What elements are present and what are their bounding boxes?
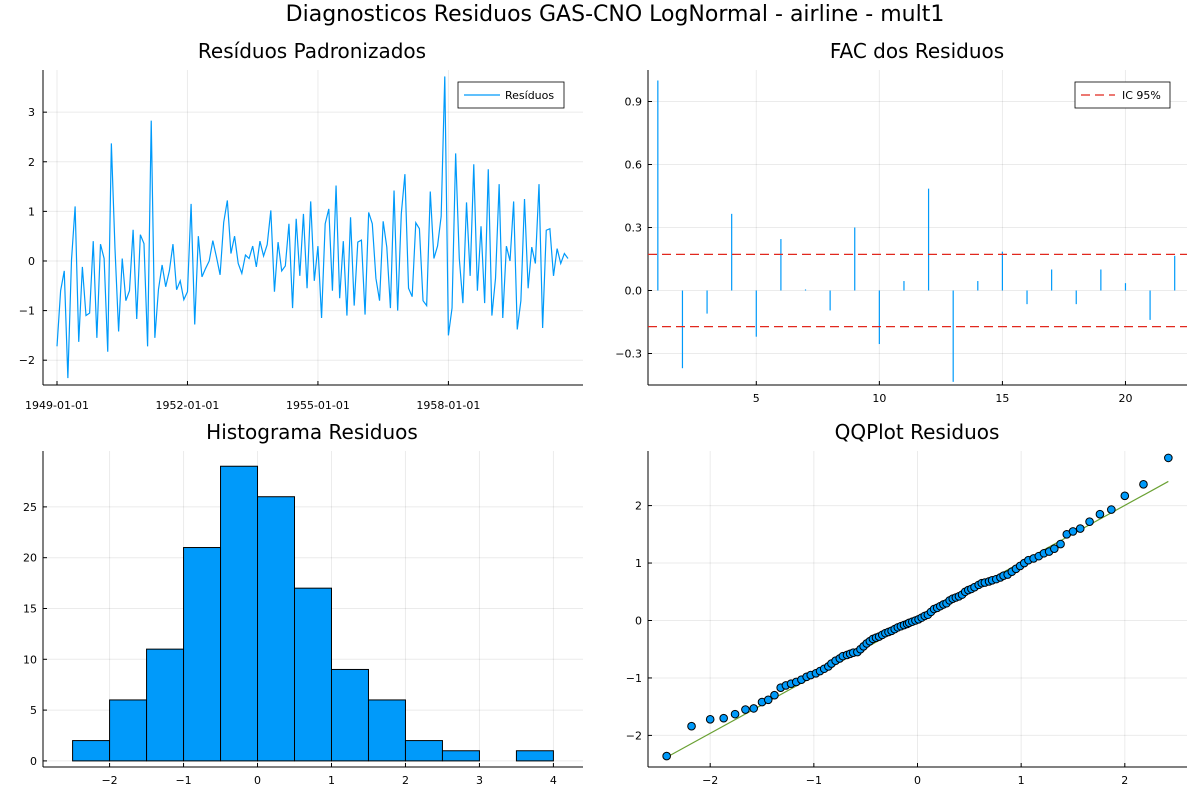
panel1-title: Resíduos Padronizados bbox=[198, 39, 426, 63]
x-tick-label: 1958-01-01 bbox=[416, 399, 480, 412]
x-tick-label: 2 bbox=[402, 774, 409, 787]
qq-point bbox=[1075, 524, 1085, 533]
x-gridlines bbox=[56, 70, 449, 385]
x-tick-label: −1 bbox=[806, 774, 822, 787]
y-tick-label: −2 bbox=[19, 354, 35, 367]
acf-panel: −0.3 0.0 0.3 0.6 0.9 5 10 15 20 IC 95% bbox=[615, 70, 1187, 405]
qq-point bbox=[1139, 480, 1148, 489]
histogram-bar bbox=[330, 668, 369, 762]
y-tick-label: 3 bbox=[28, 106, 35, 119]
y-tick-label: 0 bbox=[28, 255, 35, 268]
y-tick-label: 10 bbox=[23, 653, 37, 666]
x-tick-label: 5 bbox=[753, 392, 760, 405]
figure-title: Diagnosticos Residuos GAS-CNO LogNormal … bbox=[286, 2, 945, 27]
qq-point bbox=[1120, 491, 1130, 501]
panel2-title: FAC dos Residuos bbox=[830, 39, 1004, 63]
qq-point bbox=[662, 751, 671, 761]
y-tick-label: 5 bbox=[30, 704, 37, 717]
y-tick-label: 25 bbox=[23, 501, 37, 514]
y-tick-label: 0.6 bbox=[625, 159, 643, 172]
y-tick-label: 0 bbox=[30, 755, 37, 768]
qq-point bbox=[1050, 544, 1059, 553]
y-tick-label: −1 bbox=[19, 305, 35, 318]
qq-point bbox=[1056, 539, 1065, 549]
x-tick-label: 1949-01-01 bbox=[25, 399, 89, 412]
y-tick-label: 1 bbox=[28, 205, 35, 218]
qq-point bbox=[1068, 527, 1078, 536]
qq-point bbox=[763, 695, 773, 705]
legend: Resíduos bbox=[457, 81, 565, 109]
y-tick-label: 0.0 bbox=[625, 285, 643, 298]
x-tick-label: −2 bbox=[702, 774, 718, 787]
histogram-bar bbox=[109, 699, 148, 762]
qq-point bbox=[770, 690, 779, 700]
qqplot-panel: −2 −1 0 1 2 −2 −1 0 1 2 bbox=[626, 451, 1187, 787]
x-tick-label: 2 bbox=[1121, 774, 1128, 787]
qq-point bbox=[705, 715, 715, 724]
y-gridlines bbox=[648, 101, 1187, 354]
residuals-line-panel: −2 −1 0 1 2 3 1949-01-01 1952-01-01 1955-01-01 19… bbox=[19, 70, 583, 412]
legend-box bbox=[1074, 81, 1171, 109]
legend: IC 95% bbox=[1074, 81, 1171, 109]
x-tick-label: 4 bbox=[550, 774, 557, 787]
panel3-title: Histograma Residuos bbox=[206, 420, 418, 444]
y-tick-label: 0.3 bbox=[625, 222, 643, 235]
y-tick-label: 1 bbox=[635, 557, 642, 570]
x-tick-label: 1955-01-01 bbox=[286, 399, 350, 412]
histogram-bar bbox=[404, 740, 443, 762]
x-tick-label: 0 bbox=[914, 774, 921, 787]
x-tick-label: 15 bbox=[995, 392, 1009, 405]
x-tick-label: −1 bbox=[175, 774, 191, 787]
y-tick-label: 2 bbox=[28, 156, 35, 169]
histogram-bar bbox=[257, 496, 296, 762]
histogram-bar bbox=[146, 648, 185, 762]
x-tick-label: −2 bbox=[101, 774, 117, 787]
x-tick-label: 1952-01-01 bbox=[155, 399, 219, 412]
x-gridlines bbox=[709, 451, 1126, 767]
y-tick-label: 15 bbox=[23, 602, 37, 615]
histogram-panel: 0 5 10 15 20 25 −2 −1 0 1 2 3 4 bbox=[23, 451, 583, 787]
histogram-bar bbox=[183, 547, 222, 762]
x-tick-label: 20 bbox=[1118, 392, 1132, 405]
histogram-bar bbox=[515, 750, 554, 762]
histogram-bar bbox=[72, 740, 111, 762]
x-tick-label: 10 bbox=[872, 392, 886, 405]
y-tick-label: −2 bbox=[626, 729, 642, 742]
histogram-bar bbox=[220, 465, 259, 762]
qq-point bbox=[1085, 517, 1094, 526]
qq-point bbox=[730, 709, 740, 719]
qq-point bbox=[1164, 453, 1173, 463]
residuals-series-line bbox=[56, 76, 569, 379]
y-tick-label: 0 bbox=[635, 614, 642, 627]
y-tick-label: −0.3 bbox=[615, 348, 642, 361]
qq-point bbox=[687, 721, 696, 731]
x-tick-label: 0 bbox=[254, 774, 261, 787]
qq-point bbox=[1095, 509, 1105, 519]
x-tick-label: 3 bbox=[476, 774, 483, 787]
y-tick-label: 2 bbox=[635, 500, 642, 513]
y-gridlines bbox=[43, 111, 583, 361]
legend-label: Resíduos bbox=[505, 89, 554, 102]
qq-point bbox=[749, 704, 759, 713]
qq-point bbox=[741, 705, 750, 714]
y-tick-label: −1 bbox=[626, 672, 642, 685]
histogram-bar bbox=[441, 750, 480, 762]
x-tick-label: 1 bbox=[1018, 774, 1025, 787]
y-tick-label: 20 bbox=[23, 552, 37, 565]
legend-label: IC 95% bbox=[1122, 89, 1161, 102]
qq-point bbox=[1107, 505, 1116, 514]
x-tick-label: 1 bbox=[328, 774, 335, 787]
y-tick-label: 0.9 bbox=[625, 96, 643, 109]
histogram-bar bbox=[367, 699, 406, 762]
histogram-bar bbox=[294, 587, 332, 762]
panel4-title: QQPlot Residuos bbox=[835, 420, 1000, 444]
qq-point bbox=[719, 713, 728, 723]
